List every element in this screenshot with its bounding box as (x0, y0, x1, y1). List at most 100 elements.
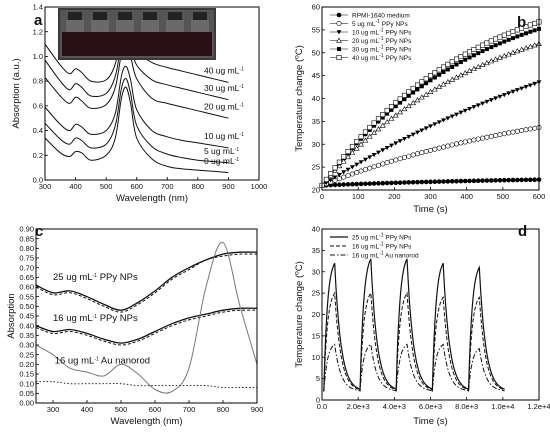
data-point (341, 170, 347, 175)
data-point (458, 178, 464, 184)
data-point (367, 124, 373, 130)
data-point (397, 109, 404, 115)
data-point (410, 100, 417, 106)
legend-label: 30 ug mL-1 PPy NPs (352, 44, 412, 53)
data-point (531, 42, 538, 48)
y-tick-label: 0.80 (19, 244, 34, 253)
x-tick-label: 1.0e+4 (491, 402, 514, 411)
x-tick-label: 900 (222, 182, 235, 191)
data-point (380, 180, 386, 186)
data-point (397, 96, 403, 102)
data-point (349, 165, 355, 170)
x-tick-label: 1.2e+4 (527, 402, 550, 411)
spectrum-curve (35, 253, 258, 313)
data-point (336, 172, 342, 178)
data-point (436, 83, 443, 89)
data-point (510, 177, 516, 183)
absorption-curve (44, 65, 229, 149)
data-point (480, 42, 486, 48)
data-point (424, 81, 429, 86)
data-point (384, 180, 390, 186)
data-point (349, 171, 355, 177)
legend-label: 16 ug mL-1 PPy NPs (352, 241, 412, 250)
data-point (501, 52, 508, 59)
vial-photo-inset (58, 8, 216, 60)
data-point (475, 136, 481, 142)
data-point (510, 29, 516, 35)
data-point (384, 119, 391, 125)
concentration-label: 5 ug mL-1 (204, 146, 239, 156)
x-axis-label: Wavelength (nm) (111, 416, 183, 427)
data-point (488, 178, 494, 183)
data-point (371, 120, 377, 126)
data-point (389, 143, 394, 148)
data-point (493, 132, 499, 138)
data-point (336, 162, 343, 169)
data-point (392, 112, 399, 118)
data-point (380, 112, 386, 118)
concentration-label: 10 ug mL-1 (204, 131, 244, 141)
data-point (431, 86, 438, 92)
data-point (440, 81, 447, 87)
y-tick-label: 30 (312, 267, 320, 276)
legend-label: 20 ug mL-1 PPy NPs (352, 36, 412, 45)
data-point (493, 96, 498, 101)
data-point (506, 30, 512, 36)
y-tick-label: 0.65 (19, 273, 34, 282)
data-point (502, 39, 507, 44)
data-point (380, 115, 385, 120)
data-point (484, 60, 490, 66)
data-point (441, 144, 447, 150)
data-point (323, 176, 329, 182)
data-point (340, 158, 347, 164)
y-tick-label: 50 (312, 48, 320, 57)
data-point (375, 162, 381, 168)
data-point (337, 182, 342, 188)
data-point (515, 34, 520, 39)
y-tick-label: 35 (312, 117, 320, 126)
cycle-curve (323, 258, 505, 392)
data-point (514, 88, 520, 93)
y-tick-label: 55 (312, 25, 320, 34)
data-point (476, 51, 481, 56)
y-tick-label: 5 (316, 374, 320, 383)
data-point (488, 38, 494, 44)
data-point (514, 48, 521, 54)
x-tick-label: 600 (149, 405, 162, 414)
x-tick-label: 300 (424, 192, 437, 201)
data-point (358, 160, 364, 165)
data-point (470, 65, 477, 71)
data-point (493, 43, 498, 48)
data-point (449, 76, 456, 82)
data-point (358, 168, 364, 174)
data-point (479, 61, 486, 68)
data-point (527, 126, 533, 132)
concentration-label: 30 ug mL-1 (204, 83, 244, 93)
data-point (441, 179, 446, 184)
data-point (454, 178, 459, 184)
data-point (501, 93, 507, 98)
panel-b-letter: b (517, 14, 526, 31)
data-point (401, 154, 407, 160)
data-point (362, 129, 368, 135)
data-point (423, 179, 429, 185)
data-point (445, 67, 450, 72)
data-point (393, 157, 399, 163)
data-point (458, 54, 464, 60)
data-point (415, 179, 420, 185)
y-tick-label: 0.60 (19, 283, 34, 292)
data-point (332, 165, 338, 171)
data-point (475, 63, 482, 69)
data-point (480, 101, 485, 106)
y-axis-label: Absorption (a.u.) (11, 58, 22, 128)
x-tick-label: 500 (100, 182, 113, 191)
data-point (436, 120, 442, 125)
data-point (497, 178, 503, 183)
y-tick-label: 0.75 (19, 254, 34, 263)
series-line (321, 43, 540, 186)
y-tick-label: 0.70 (19, 263, 34, 272)
data-point (510, 89, 516, 94)
legend-label: 25 ug mL-1 PPy NPs (352, 232, 412, 241)
y-tick-label: 0.50 (19, 302, 34, 311)
data-point (423, 148, 429, 154)
